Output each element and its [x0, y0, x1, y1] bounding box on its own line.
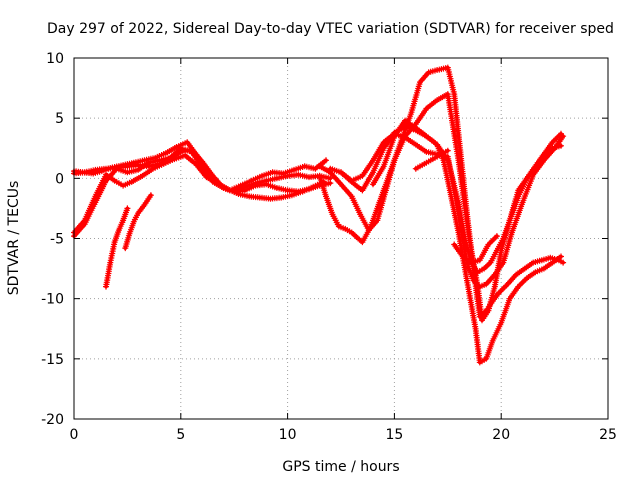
- x-tick-label: 15: [385, 427, 403, 443]
- series-track-11: [370, 117, 564, 276]
- y-tick-label: -10: [41, 292, 64, 308]
- x-tick-label: 25: [599, 427, 617, 443]
- x-tick-label: 20: [492, 427, 510, 443]
- y-tick-label: -20: [41, 412, 64, 428]
- series-track-13: [451, 233, 500, 266]
- plus-marker-path: [370, 117, 564, 276]
- plus-marker-path: [122, 192, 154, 252]
- plus-marker-path: [316, 91, 564, 324]
- series-track-10: [338, 130, 567, 290]
- plus-marker-path: [103, 205, 131, 290]
- series-track-4: [71, 146, 334, 195]
- x-tick-label: 10: [279, 427, 297, 443]
- plus-marker-path: [451, 233, 500, 266]
- y-axis-label: SDTVAR / TECUs: [6, 181, 22, 296]
- series-track-3: [71, 152, 327, 236]
- series-track-12: [412, 147, 451, 172]
- y-tick-label: 10: [46, 51, 64, 67]
- x-tick-label: 0: [70, 427, 79, 443]
- grid-layer: [74, 58, 608, 419]
- y-tick-label: -15: [41, 352, 64, 368]
- tick-layer: 0 5 10 15 20 25 10 5 0 -5 -10 -15 -20: [41, 51, 617, 443]
- series-track-8: [316, 91, 564, 324]
- chart-title: Day 297 of 2022, Sidereal Day-to-day VTE…: [47, 21, 614, 37]
- plus-markers: [316, 91, 564, 324]
- plus-markers: [370, 117, 564, 276]
- x-tick-label: 5: [176, 427, 185, 443]
- series-track-6: [122, 192, 154, 252]
- plus-marker-path: [412, 147, 451, 172]
- plus-marker-path: [71, 152, 327, 236]
- series-layer: [71, 64, 567, 366]
- plus-markers: [451, 233, 500, 266]
- y-tick-label: 0: [55, 171, 64, 187]
- plus-markers: [71, 152, 327, 236]
- plus-markers: [103, 205, 131, 290]
- series-track-5: [103, 205, 131, 290]
- plus-markers: [122, 192, 154, 252]
- plus-markers: [412, 147, 451, 172]
- y-tick-label: 5: [55, 111, 64, 127]
- y-tick-label: -5: [50, 232, 64, 248]
- x-axis-label: GPS time / hours: [282, 459, 399, 475]
